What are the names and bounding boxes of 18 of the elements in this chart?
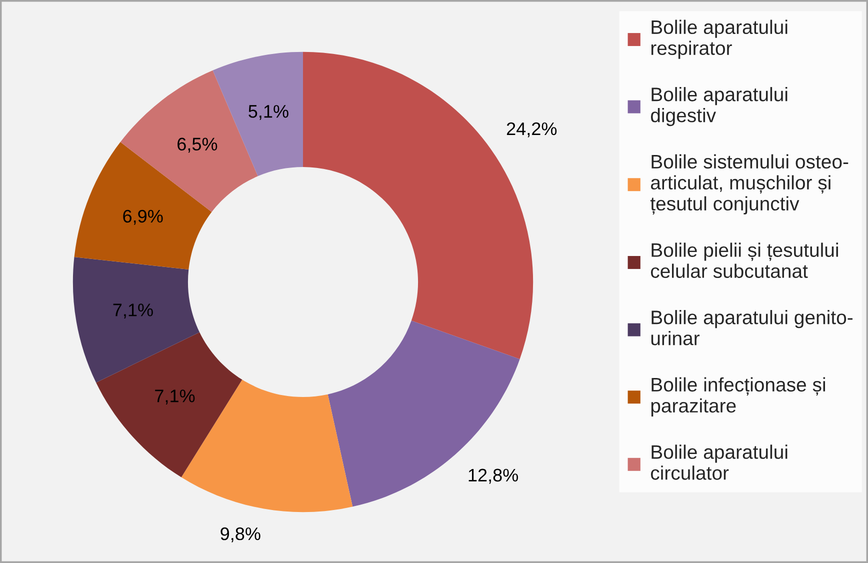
legend-label: Bolile aparatului circulator — [650, 444, 788, 480]
donut-slice — [328, 320, 520, 507]
data-label: 7,1% — [113, 304, 153, 318]
legend-label: Bolile infecționase și parazitare — [651, 377, 826, 416]
data-label: 24,2% — [506, 122, 557, 138]
data-label: 7,1% — [155, 390, 195, 404]
donut-slice — [96, 332, 242, 478]
data-label: 6,9% — [123, 210, 163, 225]
legend-label: Bolile aparatului genito-urinar — [651, 310, 852, 346]
legend-label: Bolile aparatului respirator — [651, 20, 788, 59]
data-label: 6,5% — [178, 138, 218, 153]
data-label: 12,8% — [468, 468, 518, 484]
data-label: 9,8% — [220, 527, 260, 542]
legend-label: Bolile sistemului osteo-articulat, mușchilor și țesutul conjunctiv — [650, 154, 848, 214]
donut-slice — [72, 257, 200, 383]
legend-label: Bolile aparatului digestiv — [650, 87, 788, 126]
legend-label: Bolile pielii și țesutului celular subcutanat — [650, 242, 838, 278]
data-label: 5,1% — [248, 105, 288, 120]
